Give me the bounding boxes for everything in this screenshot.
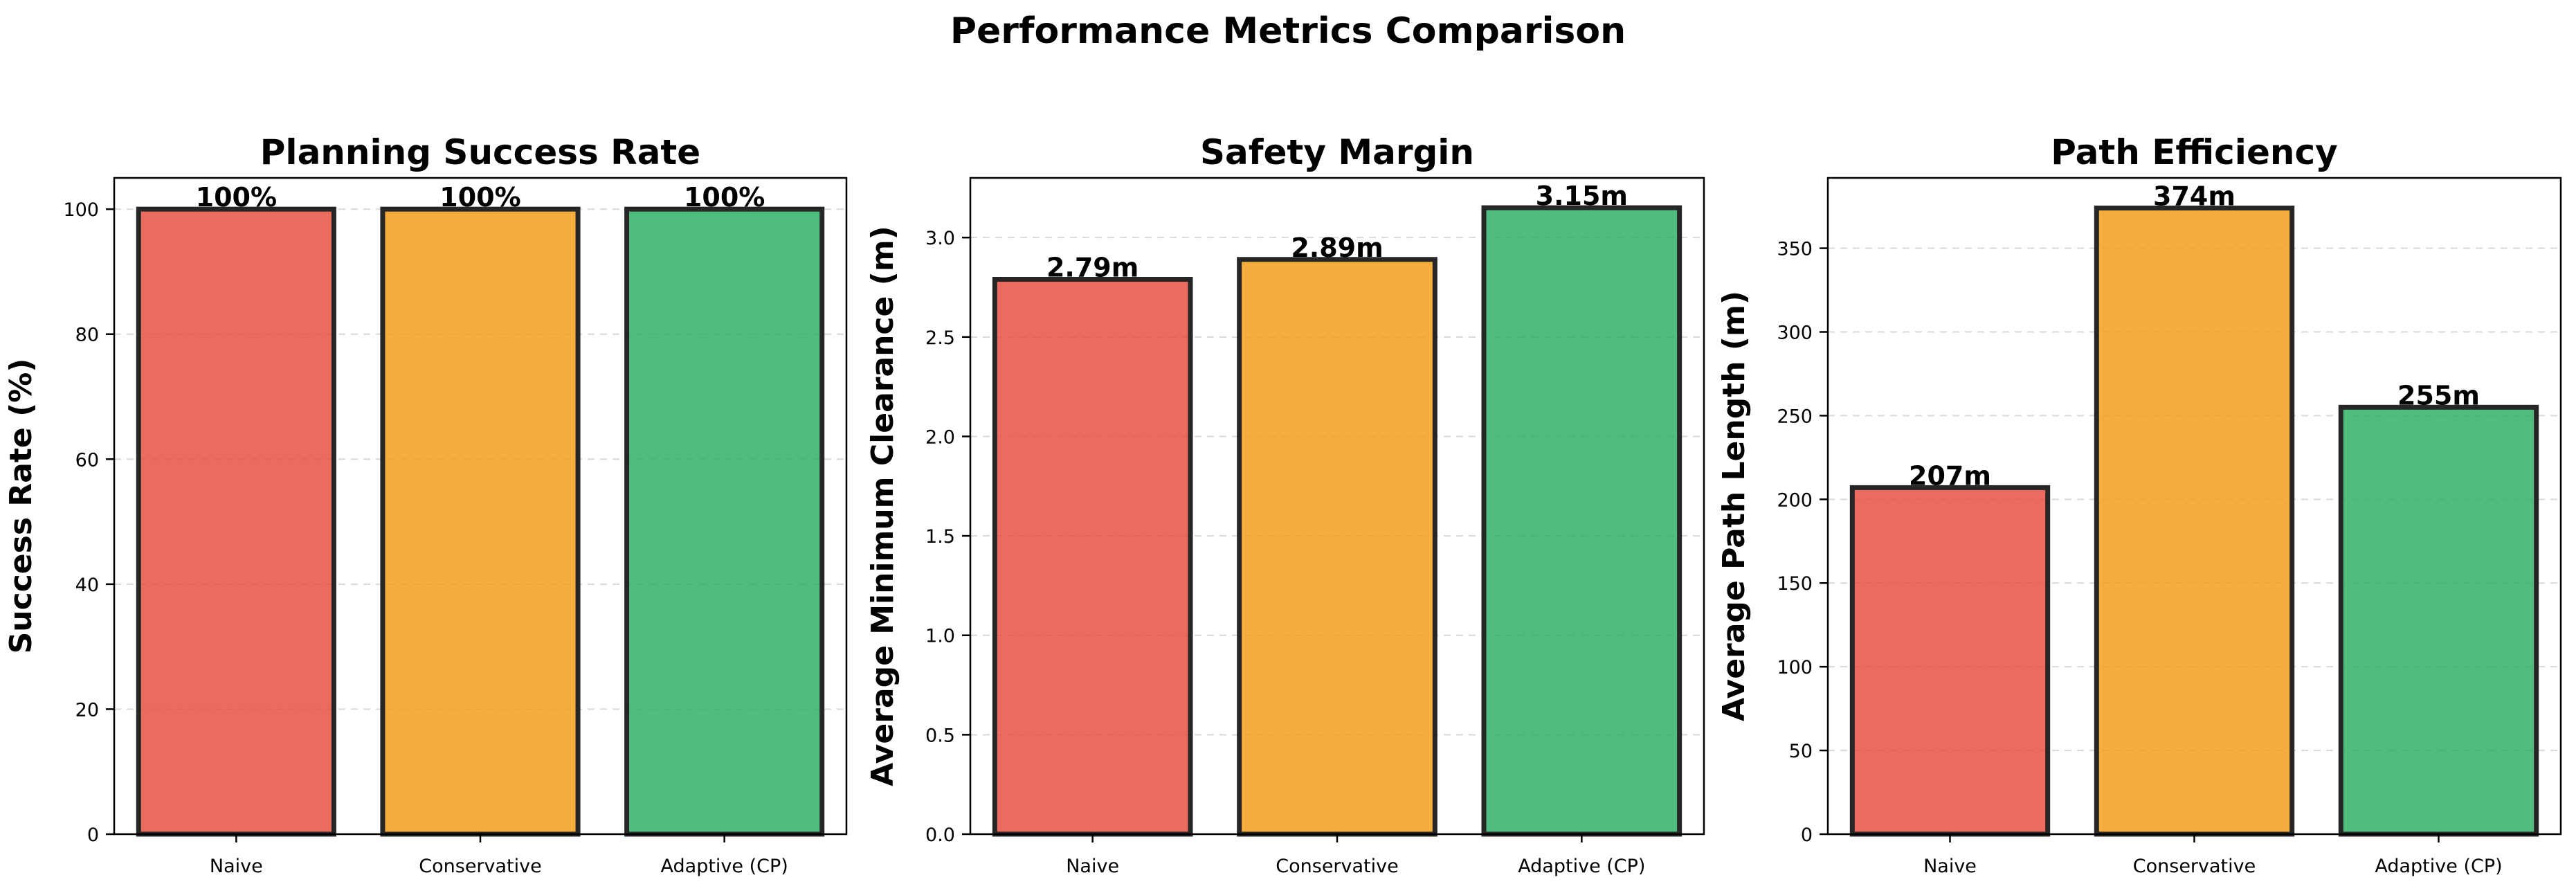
y-tick-label: 200 (1777, 489, 1813, 511)
figure-title: Performance Metrics Comparison (950, 10, 1626, 52)
y-tick-label: 1.0 (925, 626, 955, 647)
y-tick-label: 0.0 (925, 824, 955, 846)
y-axis-label: Success Rate (%) (3, 359, 39, 654)
y-tick-label: 2.0 (925, 426, 955, 448)
bar (380, 206, 581, 837)
y-tick-label: 0 (1801, 824, 1813, 846)
y-tick-label: 60 (75, 449, 99, 471)
data-label: 2.89m (1291, 233, 1383, 263)
bar (2338, 404, 2539, 837)
chart-panel: 0 20 40 60 80 100 Naive Conservative Adaptive (C… (3, 132, 848, 877)
y-tick-label: 100 (63, 199, 99, 221)
bar (1849, 485, 2051, 837)
chart-title: Planning Success Rate (260, 132, 700, 172)
data-label: 100% (684, 182, 765, 213)
x-tick-label: Naive (1923, 856, 1977, 877)
bar (1481, 205, 1682, 837)
data-label: 374m (2153, 181, 2235, 212)
data-label: 207m (1909, 460, 1991, 491)
y-tick-label: 100 (1777, 657, 1813, 678)
data-label: 100% (196, 182, 277, 213)
y-tick-label: 150 (1777, 573, 1813, 595)
data-label: 255m (2397, 380, 2480, 411)
y-axis-label: Average Minimum Clearance (m) (865, 226, 900, 786)
chart-title: Safety Margin (1200, 132, 1474, 172)
x-tick-label: Adaptive (CP) (661, 856, 788, 877)
x-tick-label: Conservative (419, 856, 541, 877)
bar (992, 277, 1193, 837)
y-tick-label: 2.5 (925, 327, 955, 349)
y-tick-label: 0 (87, 824, 99, 846)
y-tick-label: 80 (75, 325, 99, 346)
y-tick-label: 3.0 (925, 228, 955, 249)
y-tick-label: 0.5 (925, 725, 955, 746)
bar (2094, 206, 2295, 837)
chart-panel: 0.0 0.5 1.0 1.5 2.0 2.5 3.0 Naive Conservative Ad… (865, 132, 1705, 877)
y-tick-label: 1.5 (925, 526, 955, 548)
x-tick-label: Naive (210, 856, 263, 877)
x-tick-label: Naive (1066, 856, 1119, 877)
y-tick-label: 40 (75, 575, 99, 596)
x-tick-label: Conservative (2133, 856, 2256, 877)
y-tick-label: 20 (75, 699, 99, 721)
y-tick-label: 50 (1789, 741, 1813, 762)
chart-title: Path Efficiency (2051, 132, 2337, 172)
x-tick-label: Adaptive (CP) (2375, 856, 2502, 877)
data-label: 2.79m (1046, 253, 1139, 283)
bar (1237, 257, 1437, 837)
y-tick-label: 350 (1777, 239, 1813, 260)
x-tick-label: Conservative (1276, 856, 1398, 877)
panels: 0 20 40 60 80 100 Naive Conservative Adaptive (C… (3, 132, 2562, 877)
data-label: 3.15m (1536, 181, 1628, 211)
x-tick-label: Adaptive (CP) (1518, 856, 1645, 877)
data-label: 100% (439, 182, 520, 213)
y-tick-label: 250 (1777, 406, 1813, 427)
bar (136, 206, 336, 837)
chart-panel: 0 50 100 150 200 250 300 350 Naive Conservative Ad… (1716, 132, 2562, 877)
bar (624, 206, 825, 837)
y-axis-label: Average Path Length (m) (1716, 291, 1752, 721)
y-tick-label: 300 (1777, 322, 1813, 343)
